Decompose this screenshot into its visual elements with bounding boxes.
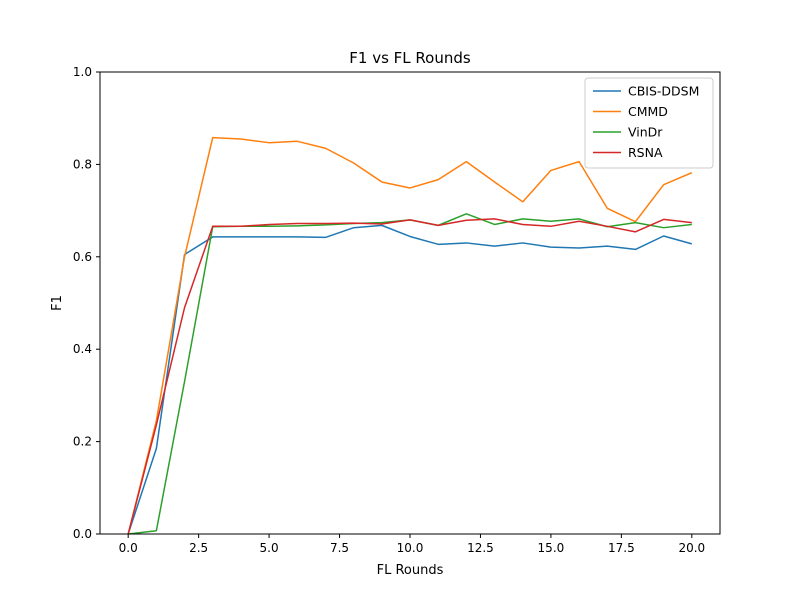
legend-label: CBIS-DDSM: [628, 84, 699, 99]
legend-box: [584, 77, 714, 169]
x-tick-label: 5.0: [260, 541, 279, 555]
series-line-rsna: [127, 218, 692, 535]
x-tick-label: 0.0: [119, 541, 138, 555]
x-tick-label: 2.5: [189, 541, 208, 555]
x-tick-label: 7.5: [330, 541, 349, 555]
legend-label: VinDr: [628, 125, 663, 140]
plot-frame: [99, 71, 721, 535]
y-tick-label: 0.0: [73, 527, 92, 541]
y-tick-label: 0.8: [73, 157, 92, 171]
x-tick-label: 17.5: [608, 541, 635, 555]
x-tick-label: 12.5: [467, 541, 494, 555]
y-tick-label: 0.2: [73, 435, 92, 449]
y-axis-label: F1: [50, 295, 65, 311]
series-line-cbis-ddsm: [127, 224, 693, 535]
x-tick-label: 15.0: [538, 541, 565, 555]
y-tick-label: 0.4: [73, 342, 92, 356]
legend-label: CMMD: [628, 104, 668, 119]
x-tick-label: 20.0: [678, 541, 705, 555]
x-tick-label: 10.0: [397, 541, 424, 555]
axis-ticks: 0.0 2.5 5.0 7.5 10.0 12.5 15.0 17.5 20.0 0.0 0.2 0.…: [73, 65, 705, 555]
x-axis-label: FL Rounds: [377, 563, 444, 578]
series-line-vindr: [128, 213, 692, 535]
legend: CBIS-DDSM CMMD VinDr RSNA: [584, 77, 714, 169]
series-lines: [127, 136, 693, 535]
series-line-cmmd: [127, 136, 693, 535]
y-tick-label: 1.0: [73, 65, 92, 79]
legend-label: RSNA: [628, 145, 663, 160]
chart-title: F1 vs FL Rounds: [349, 49, 471, 67]
y-tick-label: 0.6: [73, 250, 92, 264]
